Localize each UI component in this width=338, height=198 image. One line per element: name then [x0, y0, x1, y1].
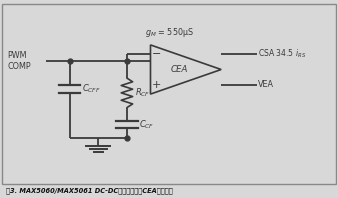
Text: +: +	[151, 80, 161, 90]
Text: $C_{CFF}$: $C_{CFF}$	[82, 82, 101, 95]
Text: PWM
COMP: PWM COMP	[7, 51, 31, 71]
Text: $C_{CF}$: $C_{CF}$	[139, 118, 155, 130]
Text: $g_M$ = 550μS: $g_M$ = 550μS	[145, 26, 194, 39]
Text: $R_{CF}$: $R_{CF}$	[135, 87, 150, 99]
Text: 图3. MAX5060/MAX5061 DC-DC转换器推荐的CEA补偿网络: 图3. MAX5060/MAX5061 DC-DC转换器推荐的CEA补偿网络	[6, 187, 172, 194]
Text: CSA 34.5 $i_{RS}$: CSA 34.5 $i_{RS}$	[258, 47, 307, 60]
Text: VEA: VEA	[258, 80, 274, 89]
Text: CEA: CEA	[170, 65, 188, 74]
Text: −: −	[151, 49, 161, 59]
